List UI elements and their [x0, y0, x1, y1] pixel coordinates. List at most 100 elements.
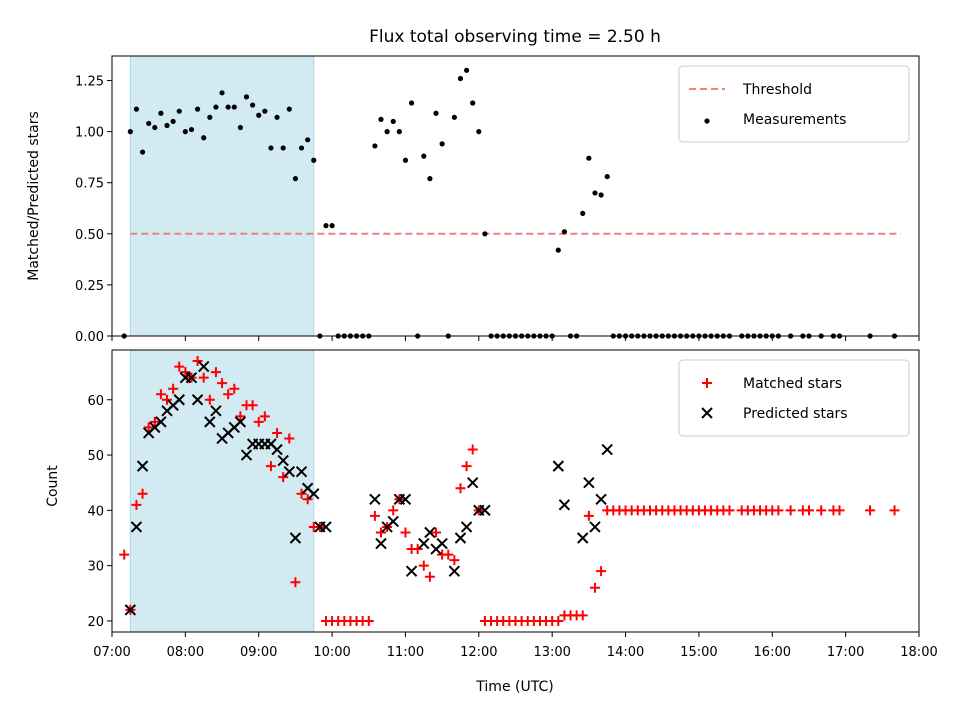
measurement-point — [580, 210, 586, 216]
predicted-star-point — [583, 476, 595, 489]
measurement-point — [329, 223, 335, 229]
measurement-point — [225, 104, 231, 110]
matched-star-point — [443, 549, 454, 560]
count-series-predicted-stars — [124, 360, 613, 616]
legend-predicted-swatch — [701, 407, 713, 419]
ratio-legend: Threshold Measurements — [678, 65, 910, 143]
measurement-point — [586, 155, 592, 161]
matched-star-point — [816, 505, 827, 516]
measurement-point — [127, 129, 133, 135]
matched-star-point — [376, 527, 386, 538]
predicted-star-point — [460, 521, 473, 533]
matched-star-point — [278, 472, 289, 483]
measurement-point — [451, 114, 457, 120]
x-tick-label: 08:00 — [167, 645, 204, 660]
chart-title: Flux total observing time = 2.50 h — [369, 27, 661, 47]
predicted-star-point — [479, 504, 491, 517]
measurement-point — [213, 104, 219, 110]
measurement-point — [463, 67, 470, 73]
measurement-point — [176, 108, 182, 114]
measurement-point — [433, 110, 439, 116]
x-tick-label: 18:00 — [900, 645, 937, 660]
measurement-point — [408, 100, 415, 106]
predicted-star-point — [552, 460, 565, 472]
measurement-point — [384, 129, 390, 135]
legend-label: Predicted stars — [743, 406, 848, 422]
matched-star-point — [180, 367, 191, 378]
x-axis-label: Time (UTC) — [475, 679, 553, 695]
matched-star-point — [424, 571, 435, 582]
matched-star-point — [119, 549, 130, 560]
measurement-point — [598, 192, 604, 198]
matched-star-point — [217, 378, 228, 389]
measurement-point — [250, 102, 256, 108]
x-tick-label: 07:00 — [93, 645, 130, 660]
count-y-tick-label: 50 — [87, 449, 104, 464]
count-observing-span — [129, 349, 315, 633]
measurement-point — [421, 153, 427, 159]
measurement-point — [298, 145, 305, 151]
measurement-point — [188, 126, 195, 133]
measurement-point — [146, 120, 152, 127]
measurement-point — [482, 231, 488, 237]
matched-star-point — [272, 427, 283, 438]
measurement-point — [561, 229, 568, 235]
measurement-point — [262, 108, 268, 114]
matched-star-point — [803, 505, 814, 516]
measurement-point — [476, 129, 482, 135]
measurement-point — [231, 104, 237, 110]
legend-label: Measurements — [743, 112, 846, 128]
count-y-tick-label: 60 — [87, 394, 104, 409]
matched-star-point — [865, 505, 876, 516]
matched-star-point — [210, 367, 221, 378]
matched-star-point — [290, 577, 301, 588]
x-tick-label: 14:00 — [607, 645, 644, 660]
measurement-point — [243, 94, 250, 100]
ratio-axes-frame — [111, 55, 920, 337]
legend-measurement-swatch — [704, 118, 710, 124]
count-legend: Matched stars Predicted stars — [678, 359, 910, 437]
measurement-point — [427, 176, 433, 182]
measurement-point — [207, 114, 213, 120]
matched-star-point — [889, 505, 900, 516]
x-tick-label: 12:00 — [460, 645, 497, 660]
matched-star-point — [155, 389, 166, 400]
matched-star-point — [192, 356, 203, 367]
predicted-star-point — [320, 521, 332, 533]
measurement-point — [139, 149, 146, 155]
predicted-star-point — [369, 493, 381, 506]
matched-star-point — [449, 555, 460, 566]
measurement-point — [268, 145, 274, 151]
ratio-y-axis-label: Matched/Predicted stars — [26, 111, 42, 281]
matched-star-point — [137, 488, 148, 499]
measurement-point — [219, 90, 225, 96]
predicted-star-point — [234, 416, 247, 428]
x-tick-label: 09:00 — [240, 645, 277, 660]
measurement-point — [164, 122, 170, 129]
predicted-star-point — [197, 360, 210, 373]
ratio-observing-span — [129, 55, 315, 337]
ratio-y-tick-label: 0.75 — [75, 177, 104, 192]
measurement-point — [305, 137, 311, 143]
measurement-point — [439, 141, 445, 147]
matched-star-point — [143, 422, 154, 433]
measurement-point — [323, 223, 329, 229]
measurement-point — [396, 129, 402, 135]
predicted-star-point — [240, 449, 253, 461]
matched-star-point — [198, 372, 209, 383]
matched-star-point — [724, 505, 735, 516]
measurement-point — [402, 157, 409, 163]
measurement-point — [378, 116, 384, 122]
measurement-point — [604, 173, 610, 180]
measurement-point — [170, 118, 176, 125]
matched-star-point — [284, 433, 295, 444]
ratio-series-measurements — [121, 67, 898, 339]
matched-star-point — [583, 510, 594, 521]
x-tick-label: 16:00 — [754, 645, 791, 660]
measurement-point — [470, 100, 476, 106]
matched-star-point — [834, 505, 845, 516]
matched-star-point — [363, 615, 374, 626]
measurement-point — [286, 106, 292, 112]
matched-star-point — [259, 411, 270, 422]
